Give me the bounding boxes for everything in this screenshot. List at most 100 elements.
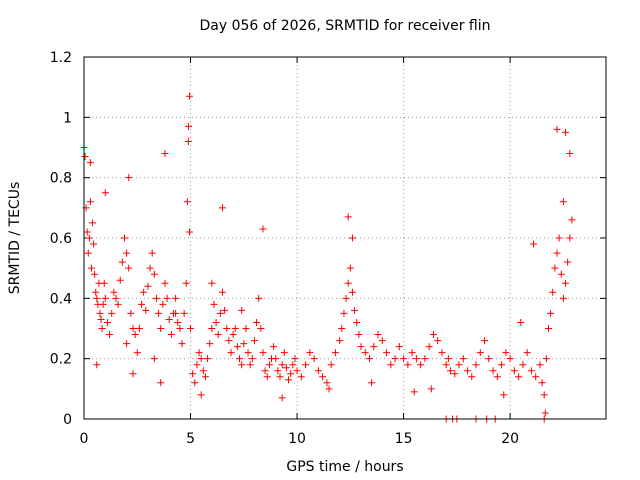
data-point xyxy=(481,337,489,345)
data-point xyxy=(257,325,265,332)
data-point xyxy=(125,174,133,182)
data-point xyxy=(276,373,284,381)
data-point xyxy=(468,373,476,381)
data-point xyxy=(410,388,418,396)
data-point xyxy=(148,249,156,257)
data-point xyxy=(214,331,222,339)
data-point xyxy=(238,306,246,314)
data-point xyxy=(555,234,563,242)
data-point xyxy=(559,198,567,206)
data-point xyxy=(218,204,226,212)
data-point xyxy=(429,331,437,339)
x-tick-label: 10 xyxy=(288,431,306,447)
data-point xyxy=(161,150,169,158)
data-point xyxy=(167,331,175,339)
data-point xyxy=(155,309,163,317)
data-point xyxy=(306,349,314,357)
data-point xyxy=(427,385,435,393)
data-point xyxy=(100,279,108,287)
data-point xyxy=(106,331,114,339)
data-point xyxy=(184,137,192,145)
data-point xyxy=(444,355,452,363)
data-point xyxy=(344,213,352,221)
data-point xyxy=(314,367,322,375)
data-point xyxy=(564,258,572,266)
data-point xyxy=(289,361,297,369)
y-tick-label: 1.2 xyxy=(50,50,72,66)
data-point xyxy=(280,349,288,357)
data-point xyxy=(150,355,158,363)
data-point xyxy=(285,376,293,384)
data-point xyxy=(391,355,399,363)
data-point xyxy=(485,355,493,363)
data-point xyxy=(116,276,124,284)
data-point xyxy=(216,309,224,317)
data-point xyxy=(182,279,190,287)
data-point xyxy=(446,367,454,375)
x-tick-label: 20 xyxy=(501,431,519,447)
data-point xyxy=(408,349,416,357)
data-point xyxy=(493,373,501,381)
data-point xyxy=(562,128,570,136)
data-point xyxy=(96,309,104,317)
data-point xyxy=(340,309,348,317)
data-point xyxy=(464,367,472,375)
data-point xyxy=(233,343,241,351)
data-point xyxy=(231,325,239,332)
data-point xyxy=(370,343,378,351)
data-point xyxy=(129,370,137,378)
data-point xyxy=(336,337,344,345)
data-point xyxy=(246,361,254,369)
data-point xyxy=(387,361,395,369)
data-point xyxy=(442,361,450,369)
data-point xyxy=(250,337,258,345)
data-point xyxy=(327,361,335,369)
data-point xyxy=(348,288,356,296)
y-tick-label: 1 xyxy=(63,110,72,126)
data-point xyxy=(551,264,559,272)
data-point xyxy=(383,349,391,357)
data-point xyxy=(197,391,205,399)
data-point xyxy=(101,189,109,197)
axis-ticks: 0 0.2 0.4 0.6 0.8 1 1.2 0 5 10 15 20 xyxy=(50,50,606,447)
data-point xyxy=(344,279,352,287)
data-point xyxy=(199,367,207,375)
data-point xyxy=(195,349,203,357)
data-point xyxy=(89,219,97,227)
data-point xyxy=(368,379,376,387)
data-point xyxy=(114,300,122,308)
data-point xyxy=(348,234,356,242)
data-point xyxy=(131,331,139,339)
data-point xyxy=(99,300,107,308)
data-point xyxy=(374,331,382,339)
data-points xyxy=(80,92,576,423)
data-point xyxy=(400,355,408,363)
data-point xyxy=(378,337,386,345)
data-point xyxy=(159,300,167,308)
data-point xyxy=(86,159,94,167)
data-point xyxy=(438,349,446,357)
data-point xyxy=(125,264,133,272)
data-point xyxy=(297,373,305,381)
data-point xyxy=(259,349,267,357)
data-point xyxy=(91,270,99,278)
data-point xyxy=(498,361,506,369)
data-point xyxy=(355,331,363,339)
data-point xyxy=(542,355,550,363)
data-point xyxy=(208,279,216,287)
data-point xyxy=(331,349,339,357)
data-point xyxy=(142,306,150,314)
data-point xyxy=(523,349,531,357)
data-point xyxy=(253,318,261,326)
data-point xyxy=(310,355,318,363)
data-point xyxy=(302,361,310,369)
data-point xyxy=(459,355,467,363)
data-point xyxy=(240,340,248,348)
data-point xyxy=(366,355,374,363)
data-point xyxy=(547,309,555,317)
data-point xyxy=(81,153,89,161)
data-point xyxy=(174,318,182,326)
data-point xyxy=(568,216,576,224)
data-point xyxy=(110,288,118,296)
data-point xyxy=(140,288,148,296)
